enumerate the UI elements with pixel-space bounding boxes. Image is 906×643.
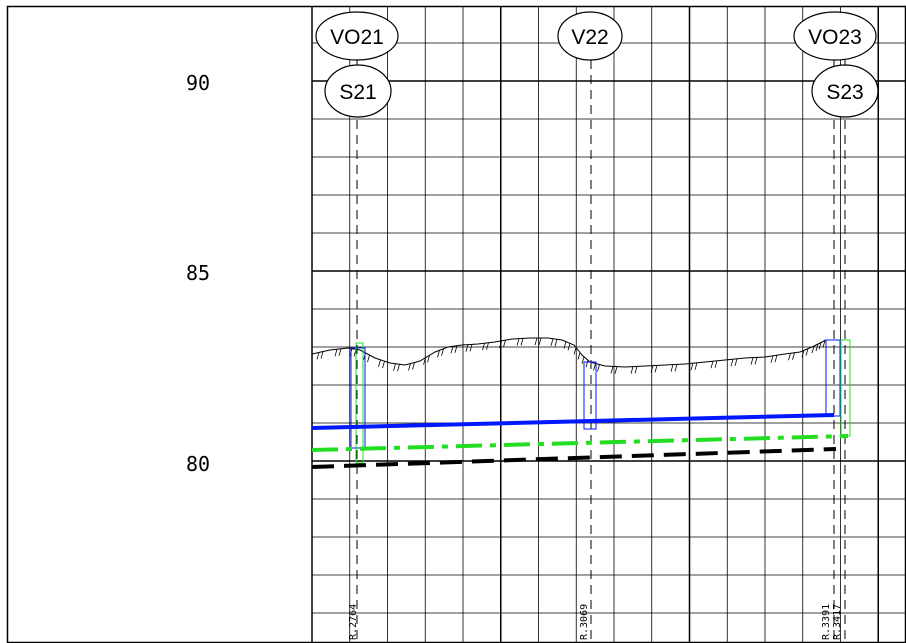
terrain-hatch-tick [734,358,738,366]
station-label-r3391: R.3391 [821,604,832,640]
terrain-hatch-tick [516,338,520,346]
terrain-hatch-tick [670,364,674,372]
terrain-hatch-tick [822,340,826,348]
node-label-v22: V22 [571,26,608,49]
terrain-hatch-tick [469,344,473,352]
terrain-hatch-tick [801,350,805,358]
terrain-hatch-tick [534,337,538,346]
terrain-hatch-tick [610,366,614,374]
elevation-label-90: 90 [186,71,210,95]
node-label-vo21: VO21 [330,26,384,49]
manhole-s21 [350,347,366,449]
terrain-hatch-tick [792,352,795,360]
terrain-hatch-tick [577,352,581,360]
terrain-hatch-tick [465,344,469,352]
terrain-hatch-tick [811,345,815,354]
terrain-hatch-tick [486,342,489,350]
terrain-hatch-tick [585,360,589,368]
station-label-r2764: R.2764 [348,604,359,640]
terrain-hatch-tick [378,359,381,367]
terrain-hatch-tick [805,348,809,356]
manhole-s23 [825,339,841,417]
pipe-blue-line [311,413,835,430]
node-marker-v22 [557,11,623,61]
terrain-hatch-tick [382,361,385,369]
terrain-line [311,337,827,368]
terrain-hatch-tick [750,357,754,365]
terrain-hatch-tick [550,338,554,346]
terrain-hatch-tick [593,363,596,371]
terrain-hatch-tick [423,357,426,365]
terrain-hatch-tick [454,345,458,353]
node-label-s21: S21 [339,81,376,104]
terrain-hatch-tick [818,342,822,350]
terrain-hatch-tick [393,363,396,371]
terrain-hatch-tick [581,356,585,364]
elevation-label-80: 80 [186,452,210,476]
terrain-hatch-tick [554,339,558,347]
terrain-hatch-tick [630,366,634,374]
terrain-hatch-tick [654,365,658,373]
manhole-v22 [583,361,597,430]
node-marker-vo23 [793,11,877,61]
terrain-hatch-tick [567,343,571,351]
node-marker-s23 [811,64,879,118]
terrain-hatch-tick [412,362,415,370]
terrain-hatch-tick [714,360,718,368]
terrain-hatch-tick [815,343,819,352]
terrain-hatch-tick [450,346,454,354]
node-centerlines [356,60,846,643]
station-label-r3417: R.3417 [832,604,843,640]
drawing-frame [6,5,906,643]
terrain-hatch-tick [441,348,444,356]
terrain-hatch-tick [754,357,758,365]
terrain-hatch-tick [499,340,502,348]
terrain-hatch-tick [563,341,567,349]
node-marker-vo21 [315,11,399,61]
pipe-green-dashdot-line [311,434,849,452]
node-label-s23: S23 [826,81,863,104]
terrain-hatch-tick [690,363,694,371]
terrain-hatch-tick [774,355,778,363]
terrain-hatch-tick [338,348,342,356]
terrain-hatch-tick [538,337,542,346]
terrain-hatch-tick [334,349,338,357]
station-label-r3069: R.3069 [579,604,590,640]
terrain-hatch-tick [573,347,577,355]
elevation-label-85: 85 [186,261,210,285]
terrain-hatch-tick [397,364,400,372]
terrain-hatch-tick [316,352,320,360]
terrain-hatch-tick [482,343,485,351]
grid [311,6,906,643]
terrain-hatch-tick [650,365,654,373]
pipe-black-dashed-line [311,447,837,469]
terrain-hatch-tick [520,338,524,346]
terrain-hatch-tick [788,353,791,361]
terrain-hatch-tick [634,366,638,374]
terrain-hatch-tick [614,366,618,374]
terrain-hatch-tick [320,351,324,359]
terrain-hatch-tick [694,362,698,370]
terrain-hatch-tick [427,355,430,363]
terrain-hatch-tick [730,359,734,367]
manhole-s21-green [355,342,364,464]
terrain-hatch-tick [674,364,678,372]
terrain-hatch-tick [503,340,506,348]
terrain-hatch-tick [710,361,714,369]
node-label-vo23: VO23 [808,26,862,49]
terrain-hatch-tick [597,364,600,372]
terrain-hatching [316,337,826,374]
terrain-hatch-tick [770,355,774,363]
terrain-hatch-tick [367,354,370,363]
node-marker-s21 [324,64,392,118]
terrain-hatch-tick [437,350,440,358]
terrain-hatch-tick [408,363,411,371]
